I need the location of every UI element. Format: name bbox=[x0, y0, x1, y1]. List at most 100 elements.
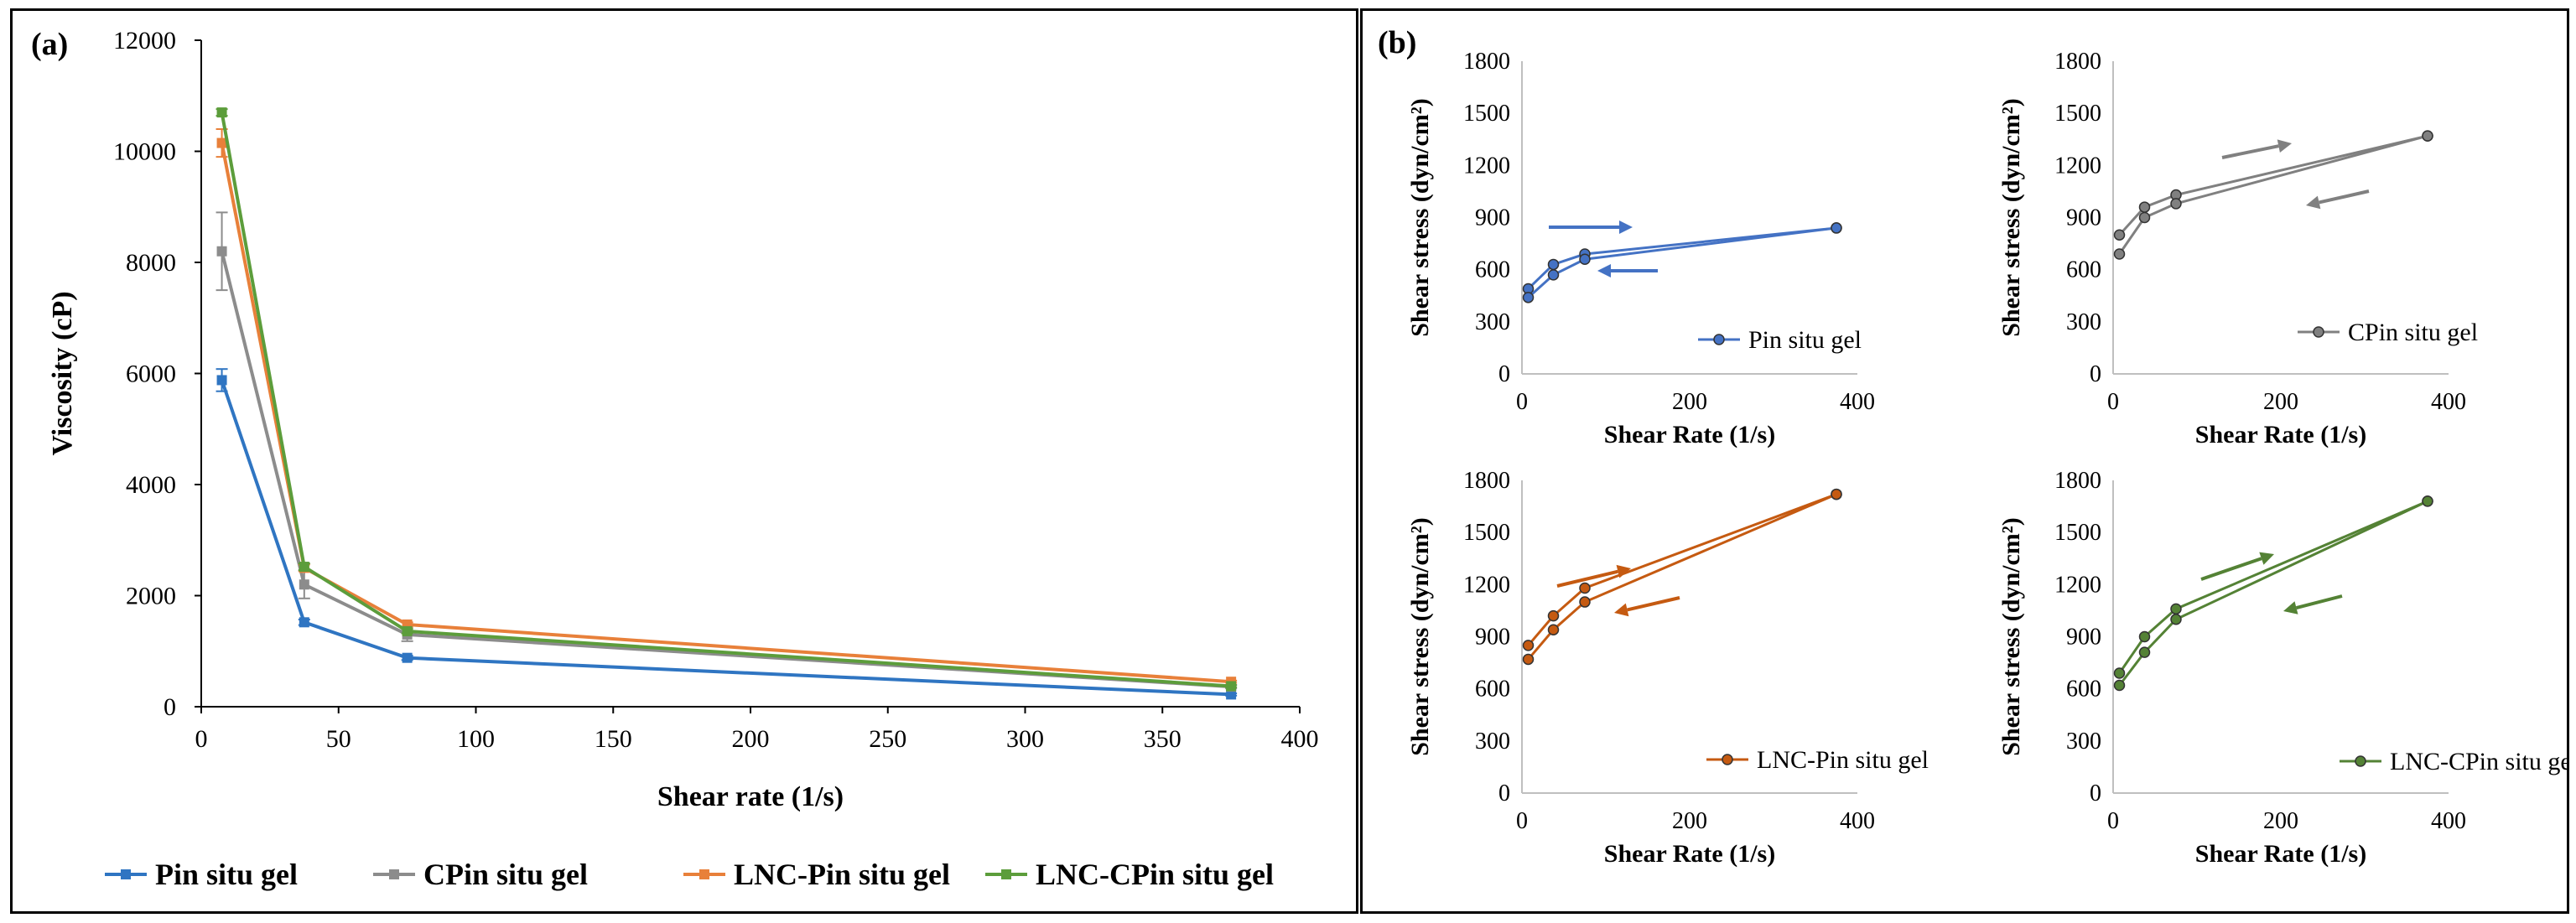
curve-down bbox=[2118, 134, 2428, 255]
y-tick-label: 600 bbox=[2066, 677, 2101, 703]
data-point bbox=[216, 246, 227, 257]
legend-marker bbox=[1001, 869, 1011, 879]
legend-label: LNC-Pin situ gel bbox=[734, 858, 950, 891]
y-tick-label: 1800 bbox=[1463, 49, 1510, 75]
legend-item: CPin situ gel bbox=[373, 858, 588, 891]
data-point bbox=[299, 617, 309, 628]
legend-item: LNC-CPin situ gel bbox=[2340, 748, 2567, 775]
y-tick-label: 900 bbox=[2066, 625, 2101, 651]
series-4 bbox=[216, 107, 1238, 692]
series-line bbox=[220, 379, 1232, 697]
legend-label: Pin situ gel bbox=[155, 858, 298, 891]
series-line bbox=[220, 111, 1232, 688]
data-point bbox=[2138, 211, 2151, 224]
curve-up bbox=[1527, 226, 1837, 290]
x-axis-title: Shear rate (1/s) bbox=[657, 781, 844, 812]
data-point bbox=[1522, 292, 1535, 303]
x-tick-label: 200 bbox=[1672, 389, 1707, 415]
x-axis-title: Shear Rate (1/s) bbox=[1604, 421, 1775, 449]
y-tick-label: 1500 bbox=[2054, 520, 2101, 546]
curve-up bbox=[2118, 134, 2428, 236]
series-2 bbox=[216, 211, 1238, 692]
y-tick-label: 1200 bbox=[2054, 153, 2101, 179]
arrow-head bbox=[2283, 601, 2298, 614]
x-tick-label: 100 bbox=[457, 725, 495, 753]
x-tick-label: 150 bbox=[595, 725, 632, 753]
series-line bbox=[220, 143, 1232, 684]
arrow-head bbox=[1597, 264, 1611, 277]
data-point bbox=[216, 375, 227, 386]
subchart-b4: 0 200 400 0 300 600 900 1200 1500 1800 Shear Rate … bbox=[1997, 468, 2567, 868]
y-tick-label: 0 bbox=[164, 693, 176, 721]
data-point bbox=[2170, 614, 2182, 625]
panel-a: (a) 0 50 100 150 200 250 300 350 400 0 2000 4000 6000… bbox=[10, 8, 1358, 914]
y-tick-label: 1800 bbox=[1463, 468, 1510, 494]
legend-label: Pin situ gel bbox=[1748, 326, 1862, 354]
legend-marker bbox=[389, 869, 399, 879]
x-tick-label: 250 bbox=[869, 725, 906, 753]
curve-down bbox=[1527, 493, 1837, 661]
data-point bbox=[2138, 201, 2151, 213]
legend-item: Pin situ gel bbox=[105, 858, 298, 891]
data-point bbox=[299, 579, 309, 590]
data-point bbox=[216, 107, 227, 118]
arrow-head bbox=[2259, 552, 2274, 565]
data-point bbox=[1226, 689, 1237, 700]
data-point bbox=[1547, 624, 1560, 635]
y-tick-label: 300 bbox=[2066, 729, 2101, 754]
y-tick-label: 0 bbox=[2090, 361, 2101, 387]
arrow-increasing bbox=[2200, 557, 2262, 581]
x-axis-title: Shear Rate (1/s) bbox=[2195, 840, 2366, 868]
x-tick-label: 0 bbox=[1516, 389, 1528, 415]
data-point bbox=[2170, 198, 2182, 210]
series-line bbox=[220, 251, 1232, 689]
x-tick-label: 300 bbox=[1006, 725, 1044, 753]
data-point bbox=[1831, 488, 1842, 500]
y-tick-label: 1500 bbox=[1463, 101, 1510, 127]
y-axis-title: Shear stress (dyn/cm²) bbox=[1997, 517, 2025, 756]
arrow-head bbox=[1614, 603, 1629, 617]
data-point bbox=[2422, 130, 2433, 142]
y-tick-label: 8000 bbox=[126, 249, 176, 277]
legend-marker bbox=[699, 869, 709, 879]
x-tick-label: 400 bbox=[1281, 725, 1319, 753]
y-tick-label: 300 bbox=[1475, 729, 1510, 754]
data-point bbox=[216, 137, 227, 148]
data-point bbox=[1579, 582, 1591, 594]
x-tick-label: 350 bbox=[1144, 725, 1182, 753]
legend-label: CPin situ gel bbox=[2348, 319, 2478, 346]
subchart-b1: 0 200 400 0 300 600 900 1200 1500 1800 Shear Rate … bbox=[1406, 49, 1875, 449]
y-tick-label: 1800 bbox=[2054, 468, 2101, 494]
y-tick-label: 600 bbox=[1475, 677, 1510, 703]
arrow-increasing bbox=[1556, 569, 1618, 588]
x-tick-label: 0 bbox=[195, 725, 208, 753]
y-tick-label: 300 bbox=[1475, 309, 1510, 335]
x-tick-label: 0 bbox=[1516, 808, 1528, 834]
y-tick-label: 900 bbox=[1475, 625, 1510, 651]
legend-marker bbox=[1722, 754, 1733, 765]
shear-stress-charts: (b) 0 200 400 0 300 600 900 1200 1500 1800 Shear Ra… bbox=[1378, 25, 2567, 868]
y-axis-title: Shear stress (dyn/cm²) bbox=[1406, 517, 1434, 756]
arrow-decreasing bbox=[2319, 189, 2370, 205]
legend-marker bbox=[2313, 326, 2324, 338]
y-tick-label: 1200 bbox=[1463, 153, 1510, 179]
arrow-head bbox=[2277, 139, 2292, 153]
x-tick-label: 400 bbox=[2431, 808, 2466, 834]
legend-label: CPin situ gel bbox=[423, 858, 588, 891]
legend-item: CPin situ gel bbox=[2298, 319, 2478, 346]
y-tick-label: 10000 bbox=[113, 138, 176, 166]
x-tick-label: 0 bbox=[2107, 808, 2119, 834]
legend-item: LNC-CPin situ gel bbox=[985, 858, 1274, 891]
arrow-head bbox=[1619, 220, 1633, 234]
data-point bbox=[402, 652, 413, 663]
data-point bbox=[1547, 269, 1560, 281]
y-tick-label: 4000 bbox=[126, 471, 176, 499]
arrow-head bbox=[1616, 564, 1631, 578]
y-axis-title: Shear stress (dyn/cm²) bbox=[1406, 98, 1434, 337]
x-axis-title: Shear Rate (1/s) bbox=[2195, 421, 2366, 449]
data-point bbox=[299, 562, 309, 573]
legend-label: LNC-CPin situ gel bbox=[1036, 858, 1274, 891]
y-tick-label: 6000 bbox=[126, 360, 176, 388]
legend-item: Pin situ gel bbox=[1698, 326, 1862, 354]
y-tick-label: 600 bbox=[2066, 257, 2101, 283]
